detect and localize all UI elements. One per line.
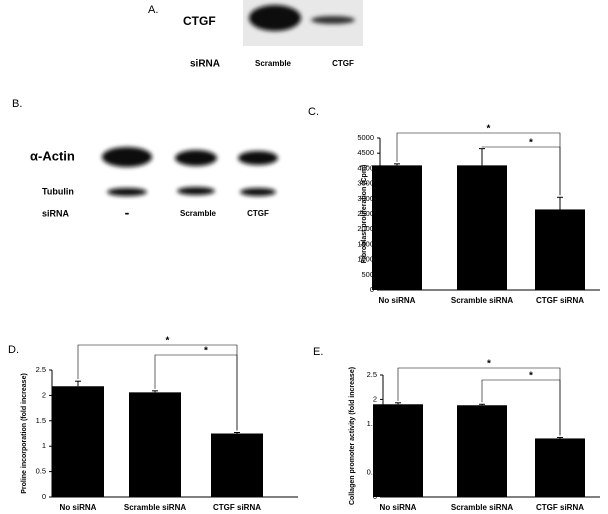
significance-bracket <box>481 379 561 436</box>
row-label: siRNA <box>42 208 70 218</box>
bar <box>372 165 422 290</box>
panel-label: A. <box>148 4 158 16</box>
band <box>102 147 152 167</box>
x-tick-label: No siRNA <box>379 296 416 305</box>
annotation: * <box>487 359 491 370</box>
y-axis-label: Proline incorporation (fold increase) <box>21 373 28 494</box>
bar <box>52 386 104 497</box>
band <box>249 5 301 31</box>
protein-label: CTGF <box>183 14 216 28</box>
x-tick-label: No siRNA <box>380 503 417 512</box>
y-tick-label: 1 <box>42 441 46 450</box>
annotation: * <box>166 336 170 347</box>
protein-label: Tubulin <box>42 186 74 196</box>
lane-label: - <box>125 205 130 221</box>
y-tick-label: 2.5 <box>36 365 46 374</box>
y-tick-label: 1.5 <box>367 419 377 428</box>
y-tick-label: 0.5 <box>36 467 46 476</box>
x-tick-label: Scramble siRNA <box>124 503 186 512</box>
lane-label: Scramble <box>255 59 292 68</box>
lane-label: CTGF <box>332 59 354 68</box>
bar <box>129 392 181 497</box>
x-tick-label: Scramble siRNA <box>451 296 513 305</box>
bar <box>457 405 507 497</box>
y-axis-label: Fibroblast proliferation (Cpm) <box>361 165 368 264</box>
lane-label: CTGF <box>247 209 269 218</box>
y-tick-label: 500 <box>361 270 374 279</box>
lane-label: Scramble <box>180 209 217 218</box>
significance-bracket <box>481 146 561 196</box>
annotation: * <box>204 346 208 357</box>
annotation: * <box>529 371 533 382</box>
band <box>311 16 355 24</box>
panel-label: D. <box>8 344 19 356</box>
band <box>107 188 147 196</box>
x-tick-label: Scramble siRNA <box>451 503 513 512</box>
panel-label: E. <box>313 346 323 358</box>
protein-label: α-Actin <box>30 148 75 163</box>
y-tick-label: 2 <box>373 394 377 403</box>
y-tick-label: 4000 <box>357 163 374 172</box>
y-tick-label: 1.5 <box>36 416 46 425</box>
y-tick-label: 0 <box>42 492 46 501</box>
bar <box>457 165 507 290</box>
y-tick-label: 2.5 <box>367 370 377 379</box>
annotation: * <box>487 124 491 135</box>
y-tick-label: 5000 <box>357 133 374 142</box>
annotation: * <box>529 138 533 149</box>
bar <box>211 433 263 497</box>
significance-bracket <box>154 354 238 431</box>
y-tick-label: 0 <box>370 285 374 294</box>
x-tick-label: CTGF siRNA <box>536 296 584 305</box>
panel-label: B. <box>12 98 22 110</box>
band <box>175 150 217 166</box>
y-tick-label: 2000 <box>357 224 374 233</box>
x-tick-label: CTGF siRNA <box>536 503 584 512</box>
x-tick-label: No siRNA <box>60 503 97 512</box>
bar <box>535 438 585 497</box>
bar <box>373 404 423 497</box>
y-tick-label: 1000 <box>357 255 374 264</box>
band <box>238 151 278 165</box>
band <box>240 188 276 196</box>
panel-label: C. <box>308 106 319 118</box>
y-tick-label: 3500 <box>357 179 374 188</box>
row-label: siRNA <box>190 59 220 70</box>
y-tick-label: 4500 <box>357 148 374 157</box>
y-tick-label: 1500 <box>357 239 374 248</box>
x-tick-label: CTGF siRNA <box>213 503 261 512</box>
y-tick-label: 3000 <box>357 194 374 203</box>
y-tick-label: 2500 <box>357 209 374 218</box>
y-tick-label: 0.5 <box>367 468 377 477</box>
y-axis-label: Collagen promoter activity (fold increas… <box>349 367 356 505</box>
y-tick-label: 2 <box>42 390 46 399</box>
band <box>177 187 215 195</box>
bar <box>535 209 585 290</box>
